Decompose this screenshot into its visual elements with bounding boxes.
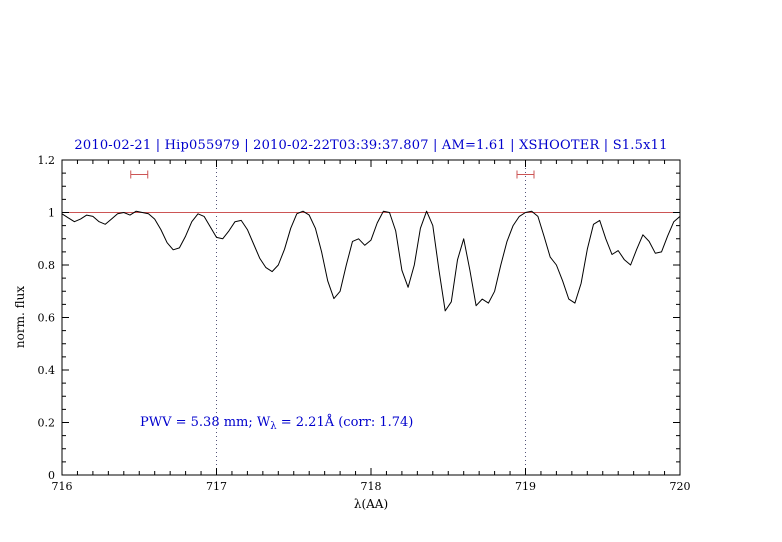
annotation-post: = 2.21Å (corr: 1.74) [276,415,414,430]
pwv-annotation: PWV = 5.38 mm; Wλ = 2.21Å (corr: 1.74) [140,415,413,432]
spectrum-line [61,210,681,312]
y-tick-label: 0.6 [38,312,56,325]
range-marker [130,170,149,179]
x-tick-label: 720 [670,480,691,493]
y-tick-label: 0.8 [38,259,56,272]
y-tick-label: 0.4 [38,364,56,377]
y-tick-label: 0.2 [38,417,56,430]
annotation-subscript: λ [270,421,277,432]
x-axis-label: λ(AA) [353,497,389,511]
x-tick-label: 719 [515,480,536,493]
y-tick-label: 1 [48,207,55,220]
y-axis-label: norm. flux [13,285,27,349]
range-marker [516,170,535,179]
plot-title: 2010-02-21 | Hip055979 | 2010-02-22T03:3… [74,138,668,153]
y-tick-label: 1.2 [38,154,56,167]
x-tick-label: 718 [361,480,382,493]
annotation-pre: PWV = 5.38 mm; W [140,415,271,430]
x-tick-label: 716 [52,480,73,493]
x-tick-label: 717 [206,480,227,493]
y-tick-label: 0 [48,469,55,482]
